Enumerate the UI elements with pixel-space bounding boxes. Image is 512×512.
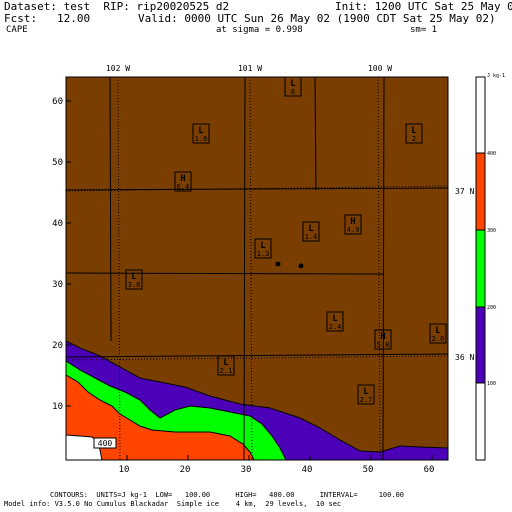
- marker-kind: L: [260, 241, 266, 251]
- x-tick-label: 10: [119, 465, 130, 475]
- x-tick-label: 30: [241, 465, 252, 475]
- colorbar-label: 200: [487, 305, 496, 311]
- marker-value: 2: [412, 135, 416, 143]
- smoothing-label: sm= 1: [410, 25, 438, 35]
- y-tick-label: 50: [52, 158, 63, 168]
- x-tick-label: 40: [302, 465, 313, 475]
- init-time: Init: 1200 UTC Sat 25 May 02: [335, 0, 512, 13]
- marker-value: 6.4: [177, 183, 190, 191]
- marker-value: 2.0: [432, 335, 445, 343]
- marker-kind: L: [223, 358, 229, 368]
- low-marker: L1.6: [192, 123, 210, 144]
- field-name: CAPE: [6, 25, 28, 35]
- low-marker: L1.4: [302, 221, 320, 242]
- marker-kind: H: [350, 217, 355, 227]
- marker-kind: L: [308, 224, 314, 234]
- marker-kind: L: [363, 387, 369, 397]
- marker-value: 1.3: [257, 250, 270, 258]
- marker-value: 2.4: [329, 323, 342, 331]
- model-info: Model info: V3.5.0 No Cumulus Blackadar …: [4, 500, 342, 508]
- x-tick-label: 50: [363, 465, 374, 475]
- y-tick-label: 20: [52, 341, 63, 351]
- longitude-label: 100 W: [368, 64, 392, 73]
- marker-kind: H: [380, 332, 385, 342]
- low-marker: L2.0: [429, 323, 447, 344]
- forecast-hour: Fcst: 12.00: [4, 12, 91, 25]
- high-marker: H4.9: [344, 214, 362, 235]
- colorbar: [475, 76, 486, 461]
- city-dot: [275, 261, 281, 267]
- low-marker: L2.1: [217, 355, 235, 376]
- marker-value: 2.7: [360, 396, 373, 404]
- dataset-label: Dataset: test RIP: rip20020525 d2: [4, 0, 230, 13]
- low-marker: L1.3: [254, 238, 272, 259]
- marker-kind: L: [411, 126, 417, 136]
- marker-value: 2.1: [220, 367, 233, 375]
- graticule: [65, 76, 449, 461]
- longitude-label: 102 W: [106, 64, 130, 73]
- white-region: [66, 435, 102, 460]
- low-marker: L2.4: [326, 311, 344, 332]
- valid-time: Valid: 0000 UTC Sun 26 May 02 (1900 CDT …: [138, 12, 496, 25]
- x-tick-label: 20: [180, 465, 191, 475]
- x-tick-label: 60: [424, 465, 435, 475]
- y-tick-label: 10: [52, 402, 63, 412]
- marker-kind: L: [435, 326, 441, 336]
- colorbar-label: 300: [487, 228, 496, 234]
- latitude-label: 36 N: [455, 353, 474, 362]
- marker-value: 5.8: [377, 341, 390, 349]
- marker-value: 1.6: [195, 135, 208, 143]
- contour-info: CONTOURS: UNITS=J kg-1 LOW= 100.00 HIGH=…: [50, 491, 405, 499]
- high-marker: H5.8: [374, 329, 392, 350]
- low-marker: L2.7: [357, 384, 375, 405]
- contour-label: 400: [98, 439, 113, 448]
- colorbar-unit: J kg-1: [487, 73, 505, 79]
- low-marker: L2: [405, 123, 423, 144]
- colorbar-label: 400: [487, 151, 496, 157]
- y-tick-label: 30: [52, 280, 63, 290]
- marker-kind: L: [332, 314, 338, 324]
- marker-value: 1.4: [305, 233, 318, 241]
- sigma-level: at sigma = 0.998: [216, 25, 303, 35]
- marker-kind: L: [198, 126, 204, 136]
- marker-kind: H: [180, 174, 185, 184]
- y-tick-label: 40: [52, 219, 63, 229]
- longitude-label: 101 W: [238, 64, 262, 73]
- marker-kind: L: [131, 272, 137, 282]
- marker-value: 6: [291, 88, 295, 96]
- marker-kind: L: [290, 79, 296, 89]
- latitude-label: 37 N: [455, 187, 474, 196]
- marker-value: 4.9: [347, 226, 360, 234]
- y-tick-label: 60: [52, 97, 63, 107]
- city-dot: [298, 263, 304, 269]
- high-marker: H6.4: [174, 171, 192, 192]
- map-frame: [65, 76, 449, 461]
- low-marker: L3.6: [125, 269, 143, 290]
- colorbar-label: 100: [487, 381, 496, 387]
- low-marker: L6: [284, 76, 302, 97]
- marker-value: 3.6: [128, 281, 141, 289]
